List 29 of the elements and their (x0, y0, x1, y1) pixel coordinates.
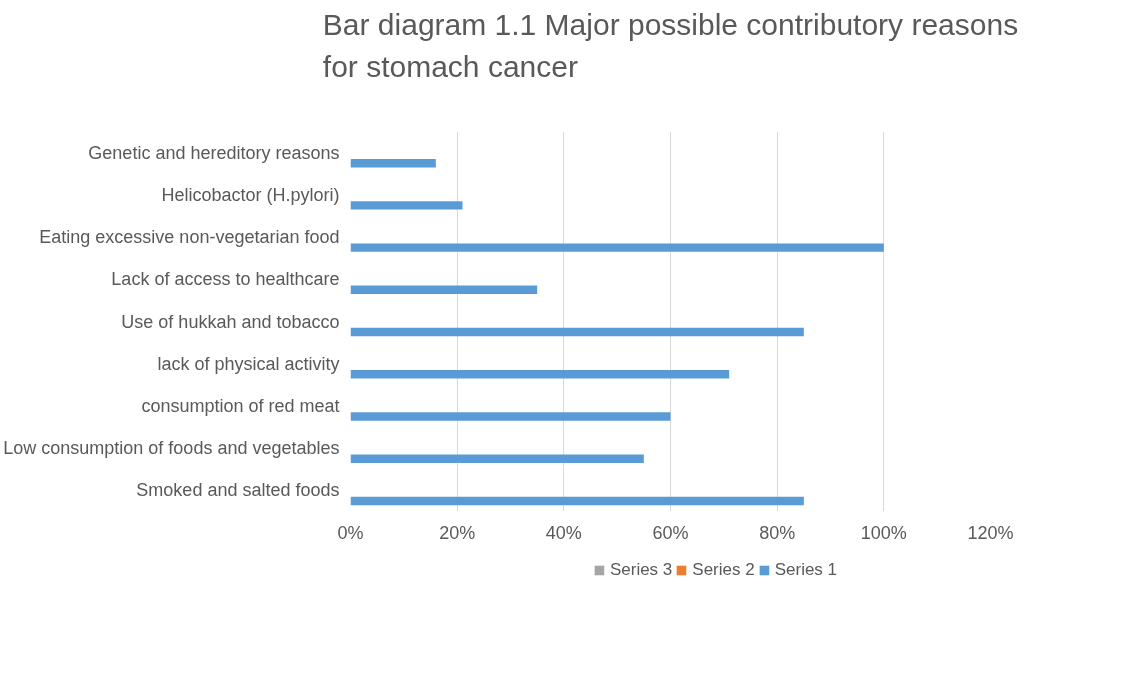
y-tick-label: Helicobactor (H.pylori) (161, 184, 340, 205)
y-tick-label: lack of physical activity (157, 353, 340, 374)
y-tick-label: Genetic and hereditory reasons (88, 142, 340, 163)
bar (350, 327, 804, 337)
legend-label: Series 3 (609, 560, 673, 580)
y-tick-label: Low consumption of foods and vegetables (3, 438, 340, 459)
legend-label: Series 2 (692, 560, 755, 580)
x-tick-label: 80% (759, 522, 796, 543)
bar (350, 243, 884, 252)
x-tick-label: 60% (652, 522, 689, 543)
y-tick-label: Smoked and salted foods (136, 480, 340, 501)
legend-label: Series 1 (774, 560, 838, 580)
x-tick-label: 0% (337, 522, 364, 543)
y-tick-label: Lack of access to healthcare (111, 269, 340, 290)
y-tick-label: Eating excessive non-vegetarian food (39, 227, 340, 248)
y-tick-label: Use of hukkah and tobacco (121, 311, 340, 332)
y-tick-label: consumption of red meat (141, 395, 340, 416)
chart-title: Bar diagram 1.1 Major possible contributory reasons for stomach cancer (322, 7, 1019, 84)
x-tick-label: 20% (439, 522, 476, 543)
bar (350, 158, 436, 168)
x-tick-label: 100% (860, 522, 907, 543)
bar (350, 412, 671, 421)
x-tick-label: 120% (967, 522, 1014, 543)
bar (350, 285, 538, 295)
bar (350, 496, 804, 506)
bar (350, 454, 644, 463)
x-tick-label: 40% (545, 522, 582, 543)
bar (350, 370, 730, 379)
bar (350, 201, 463, 210)
